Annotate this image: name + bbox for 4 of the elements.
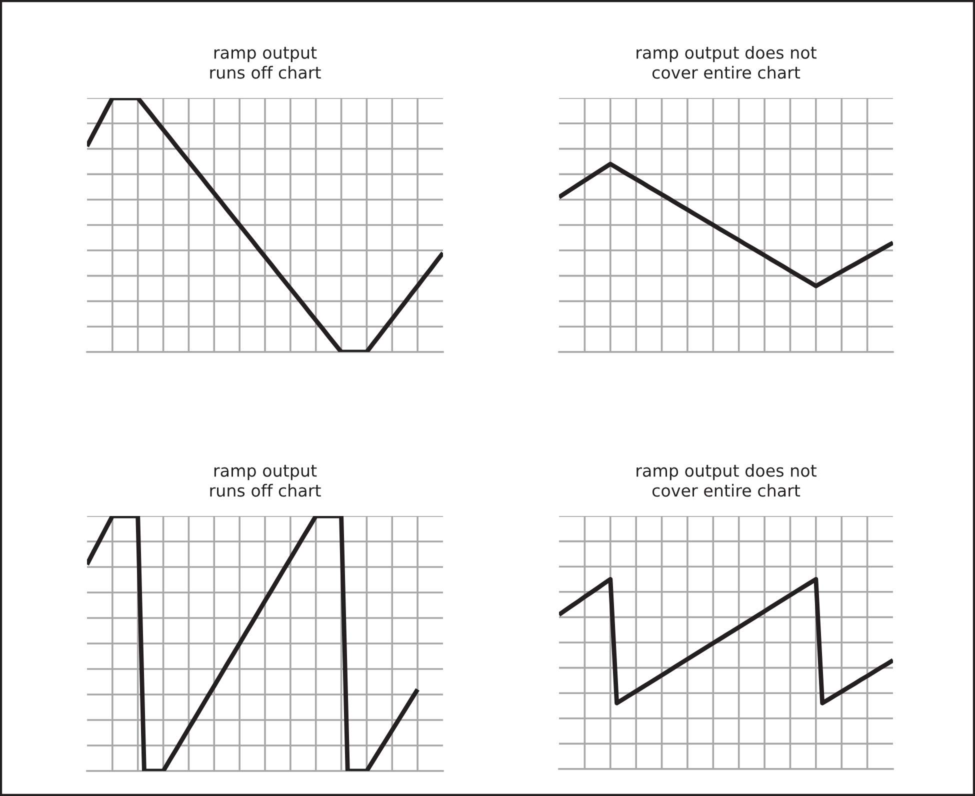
chart-title: ramp output does not cover entire chart (636, 46, 816, 79)
chart-title: ramp output runs off chart (210, 464, 321, 497)
chart-title: ramp output runs off chart (210, 46, 321, 79)
chart-title: ramp output does not cover entire chart (636, 464, 816, 497)
